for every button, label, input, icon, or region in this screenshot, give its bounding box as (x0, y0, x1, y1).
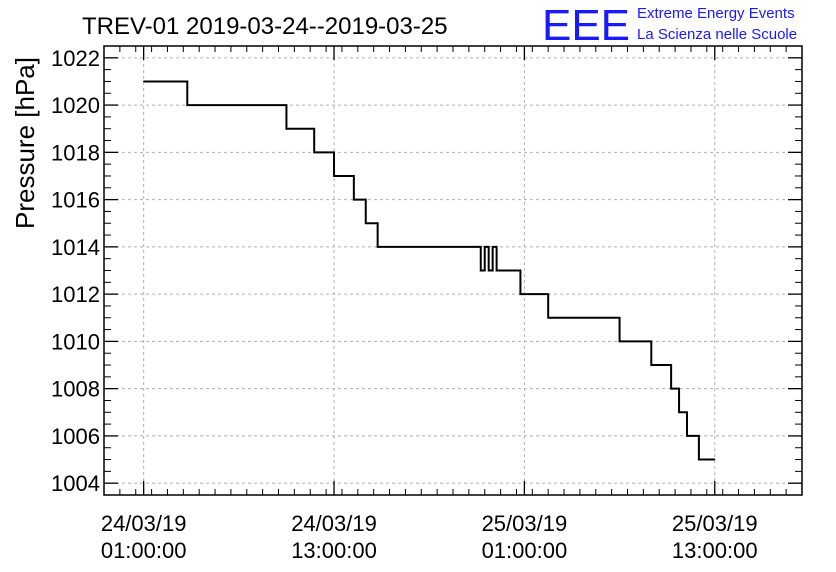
pressure-data-point (547, 317, 549, 319)
x-tick-date: 24/03/19 (101, 511, 187, 536)
pressure-data-point (496, 269, 498, 272)
pressure-data-point (698, 458, 700, 461)
x-tick-time: 01:00:00 (482, 538, 568, 563)
x-tick-date: 24/03/19 (291, 511, 377, 536)
x-tick-date: 25/03/19 (672, 511, 758, 536)
pressure-data-point (488, 269, 490, 272)
logo-line-1: Extreme Energy Events (637, 5, 795, 22)
pressure-data-point (285, 128, 288, 130)
y-tick-label: 1006 (51, 424, 100, 449)
pressure-data-point (143, 80, 145, 83)
pressure-series-line (143, 80, 715, 461)
plot-frame (103, 45, 803, 496)
pressure-data-point (678, 411, 680, 413)
pressure-data-point (377, 246, 379, 248)
eee-logo: EEE Extreme Energy Events La Scienza nel… (542, 1, 797, 50)
y-tick-label: 1016 (51, 188, 100, 213)
y-axis-label: Pressure [hPa] (10, 57, 40, 229)
x-tick-time: 13:00:00 (672, 538, 758, 563)
y-tick-label: 1022 (51, 46, 100, 71)
pressure-data-point (670, 388, 672, 390)
pressure-data-point (484, 246, 486, 248)
pressure-data-point (618, 340, 621, 342)
axis-ticks (104, 45, 802, 496)
pressure-data-point (353, 199, 355, 201)
x-tick-time: 01:00:00 (101, 538, 187, 563)
pressure-data-point (365, 222, 367, 224)
pressure-data-point (519, 293, 522, 295)
y-tick-label: 1020 (51, 93, 100, 118)
x-tick-labels: 24/03/1901:00:0024/03/1913:00:0025/03/19… (101, 511, 758, 563)
y-tick-label: 1010 (51, 329, 100, 354)
x-tick-time: 13:00:00 (291, 538, 377, 563)
series-layer (143, 80, 716, 461)
y-tick-labels: 1004 1006 1008 1010 1012 1014 1016 1018 1020 1022 (51, 46, 100, 496)
logo-mark: EEE (542, 1, 630, 50)
pressure-data-point (686, 435, 688, 437)
pressure-data-point (480, 269, 482, 272)
pressure-data-point (186, 104, 188, 106)
pressure-data-point (492, 246, 494, 248)
y-tick-label: 1012 (51, 282, 100, 307)
pressure-data-point (333, 175, 335, 177)
chart-title: TREV-01 2019-03-24--2019-03-25 (82, 13, 448, 40)
pressure-data-point (714, 458, 716, 461)
y-tick-label: 1004 (51, 471, 100, 496)
y-tick-label: 1008 (51, 377, 100, 402)
pressure-data-point (313, 151, 315, 153)
x-tick-date: 25/03/19 (482, 511, 568, 536)
pressure-data-point (650, 364, 652, 366)
grid-lines (104, 46, 802, 495)
y-tick-label: 1018 (51, 140, 100, 165)
logo-line-2: La Scienza nelle Scuole (637, 26, 797, 43)
y-tick-label: 1014 (51, 235, 100, 260)
